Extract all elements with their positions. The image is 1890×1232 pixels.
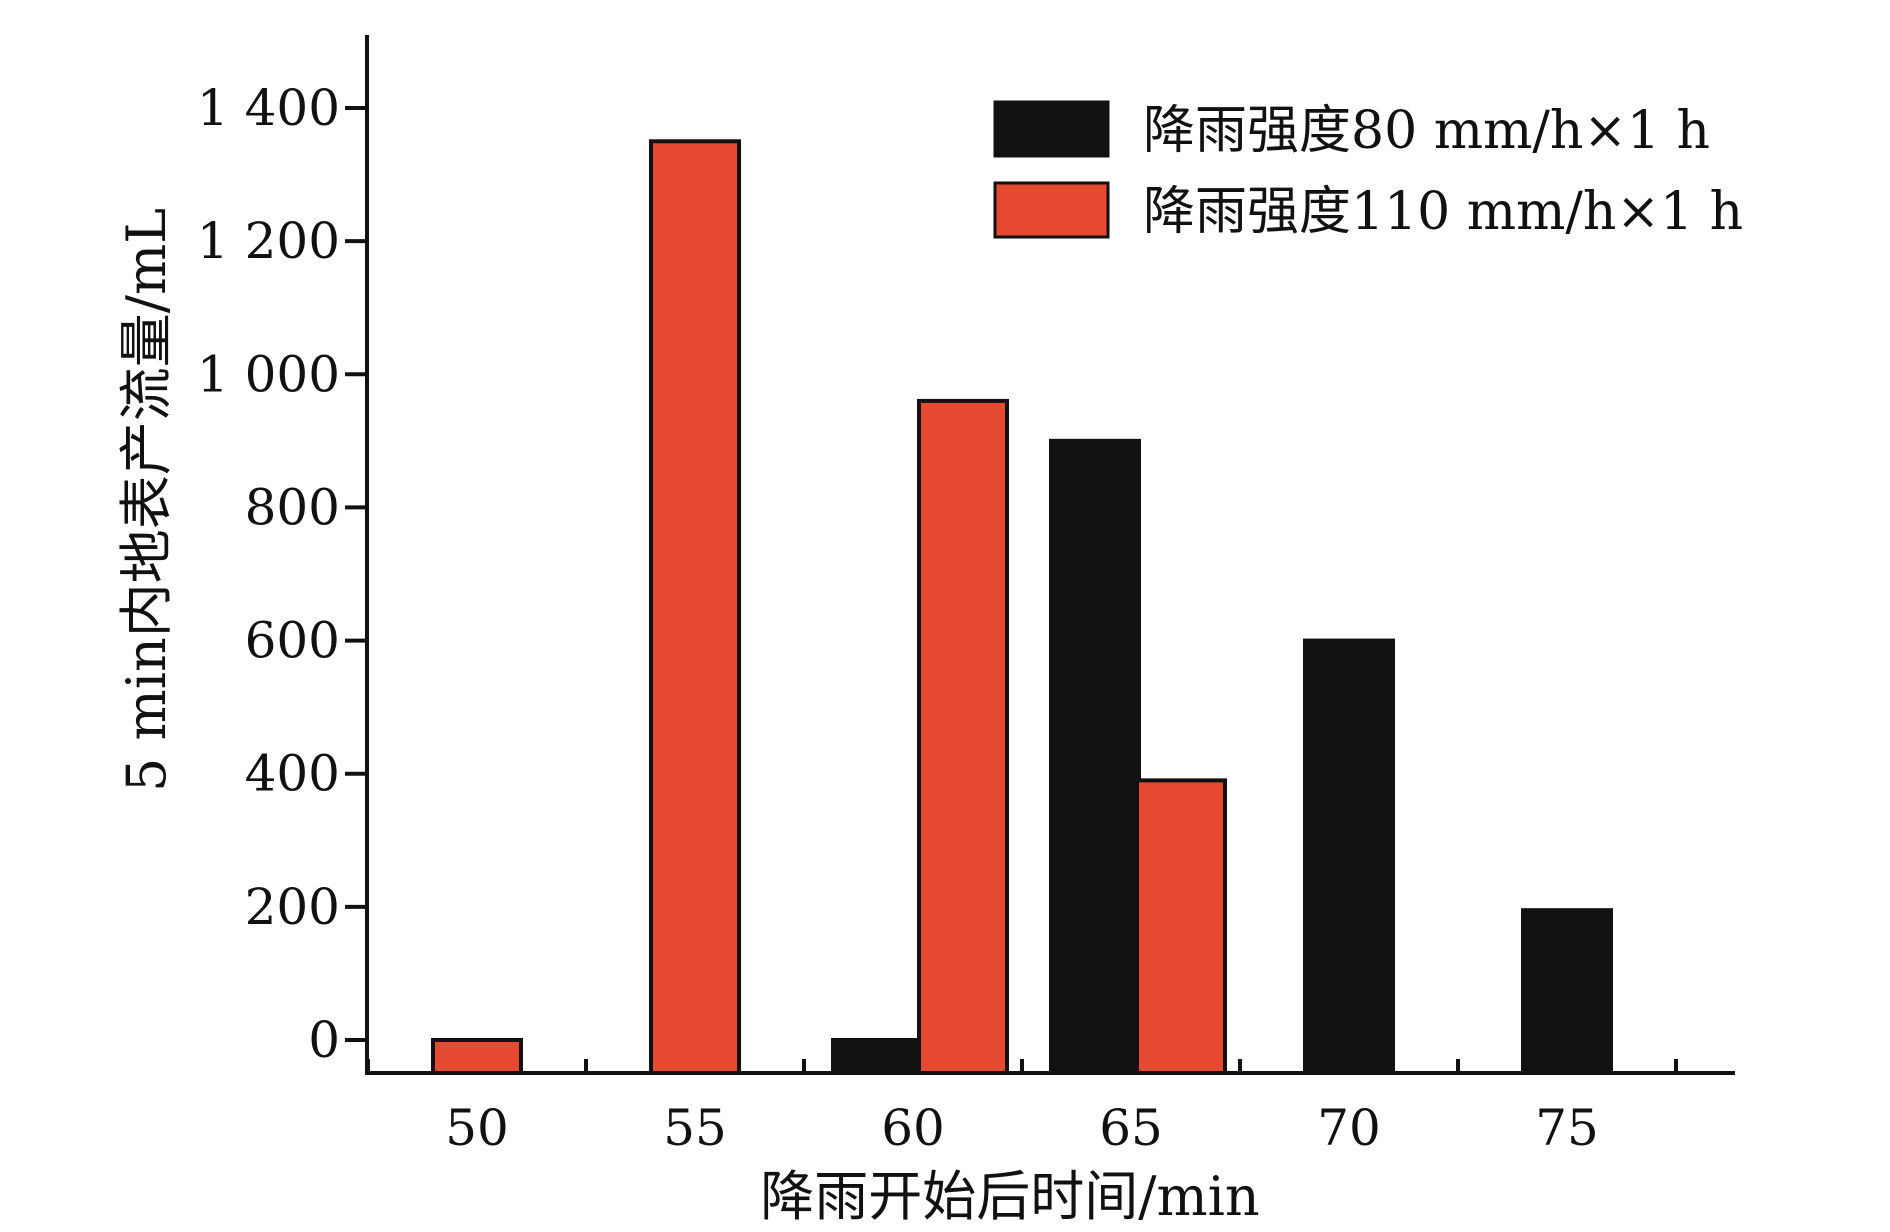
bars-layer [431, 139, 1613, 1076]
bar-110-50 [431, 1038, 523, 1075]
x-axis-title: 降雨开始后时间/min [760, 1165, 1259, 1227]
x-tick-label: 50 [445, 1099, 509, 1157]
bar-110-60 [917, 398, 1009, 1075]
x-tick-label: 55 [663, 1099, 727, 1157]
y-axis-title: 5 min内地表产流量/mL [115, 208, 178, 792]
y-tick-label: 400 [245, 745, 340, 803]
y-tick-label: 1 400 [197, 79, 340, 137]
y-tick-label: 200 [245, 878, 340, 936]
bar-80-65 [1049, 438, 1141, 1076]
y-tick-label: 1 000 [197, 345, 340, 403]
legend-swatch-110 [993, 181, 1110, 239]
ticks-layer: 0 200 400 600 800 1 000 1 200 1 400 50 55 60 65 70 75 [197, 79, 1678, 1157]
y-tick-label: 600 [245, 612, 340, 670]
legend-label-80: 降雨强度80 mm/h×1 h [1143, 101, 1710, 161]
y-tick-label: 0 [308, 1011, 340, 1069]
bar-80-70 [1303, 638, 1395, 1075]
bar-110-55 [649, 139, 741, 1076]
bar-80-60 [831, 1038, 923, 1075]
legend-swatch-80 [993, 100, 1110, 158]
x-tick-label: 60 [881, 1099, 945, 1157]
y-tick-label: 1 200 [197, 212, 340, 270]
bar-110-65 [1135, 778, 1227, 1075]
bar-80-75 [1521, 908, 1613, 1076]
x-tick-label: 75 [1535, 1099, 1599, 1157]
x-tick-label: 65 [1099, 1099, 1163, 1157]
legend: 降雨强度80 mm/h×1 h 降雨强度110 mm/h×1 h [993, 100, 1743, 242]
axes-layer [365, 35, 1735, 1075]
x-tick-label: 70 [1317, 1099, 1381, 1157]
legend-label-110: 降雨强度110 mm/h×1 h [1143, 182, 1743, 242]
y-tick-label: 800 [245, 478, 340, 536]
